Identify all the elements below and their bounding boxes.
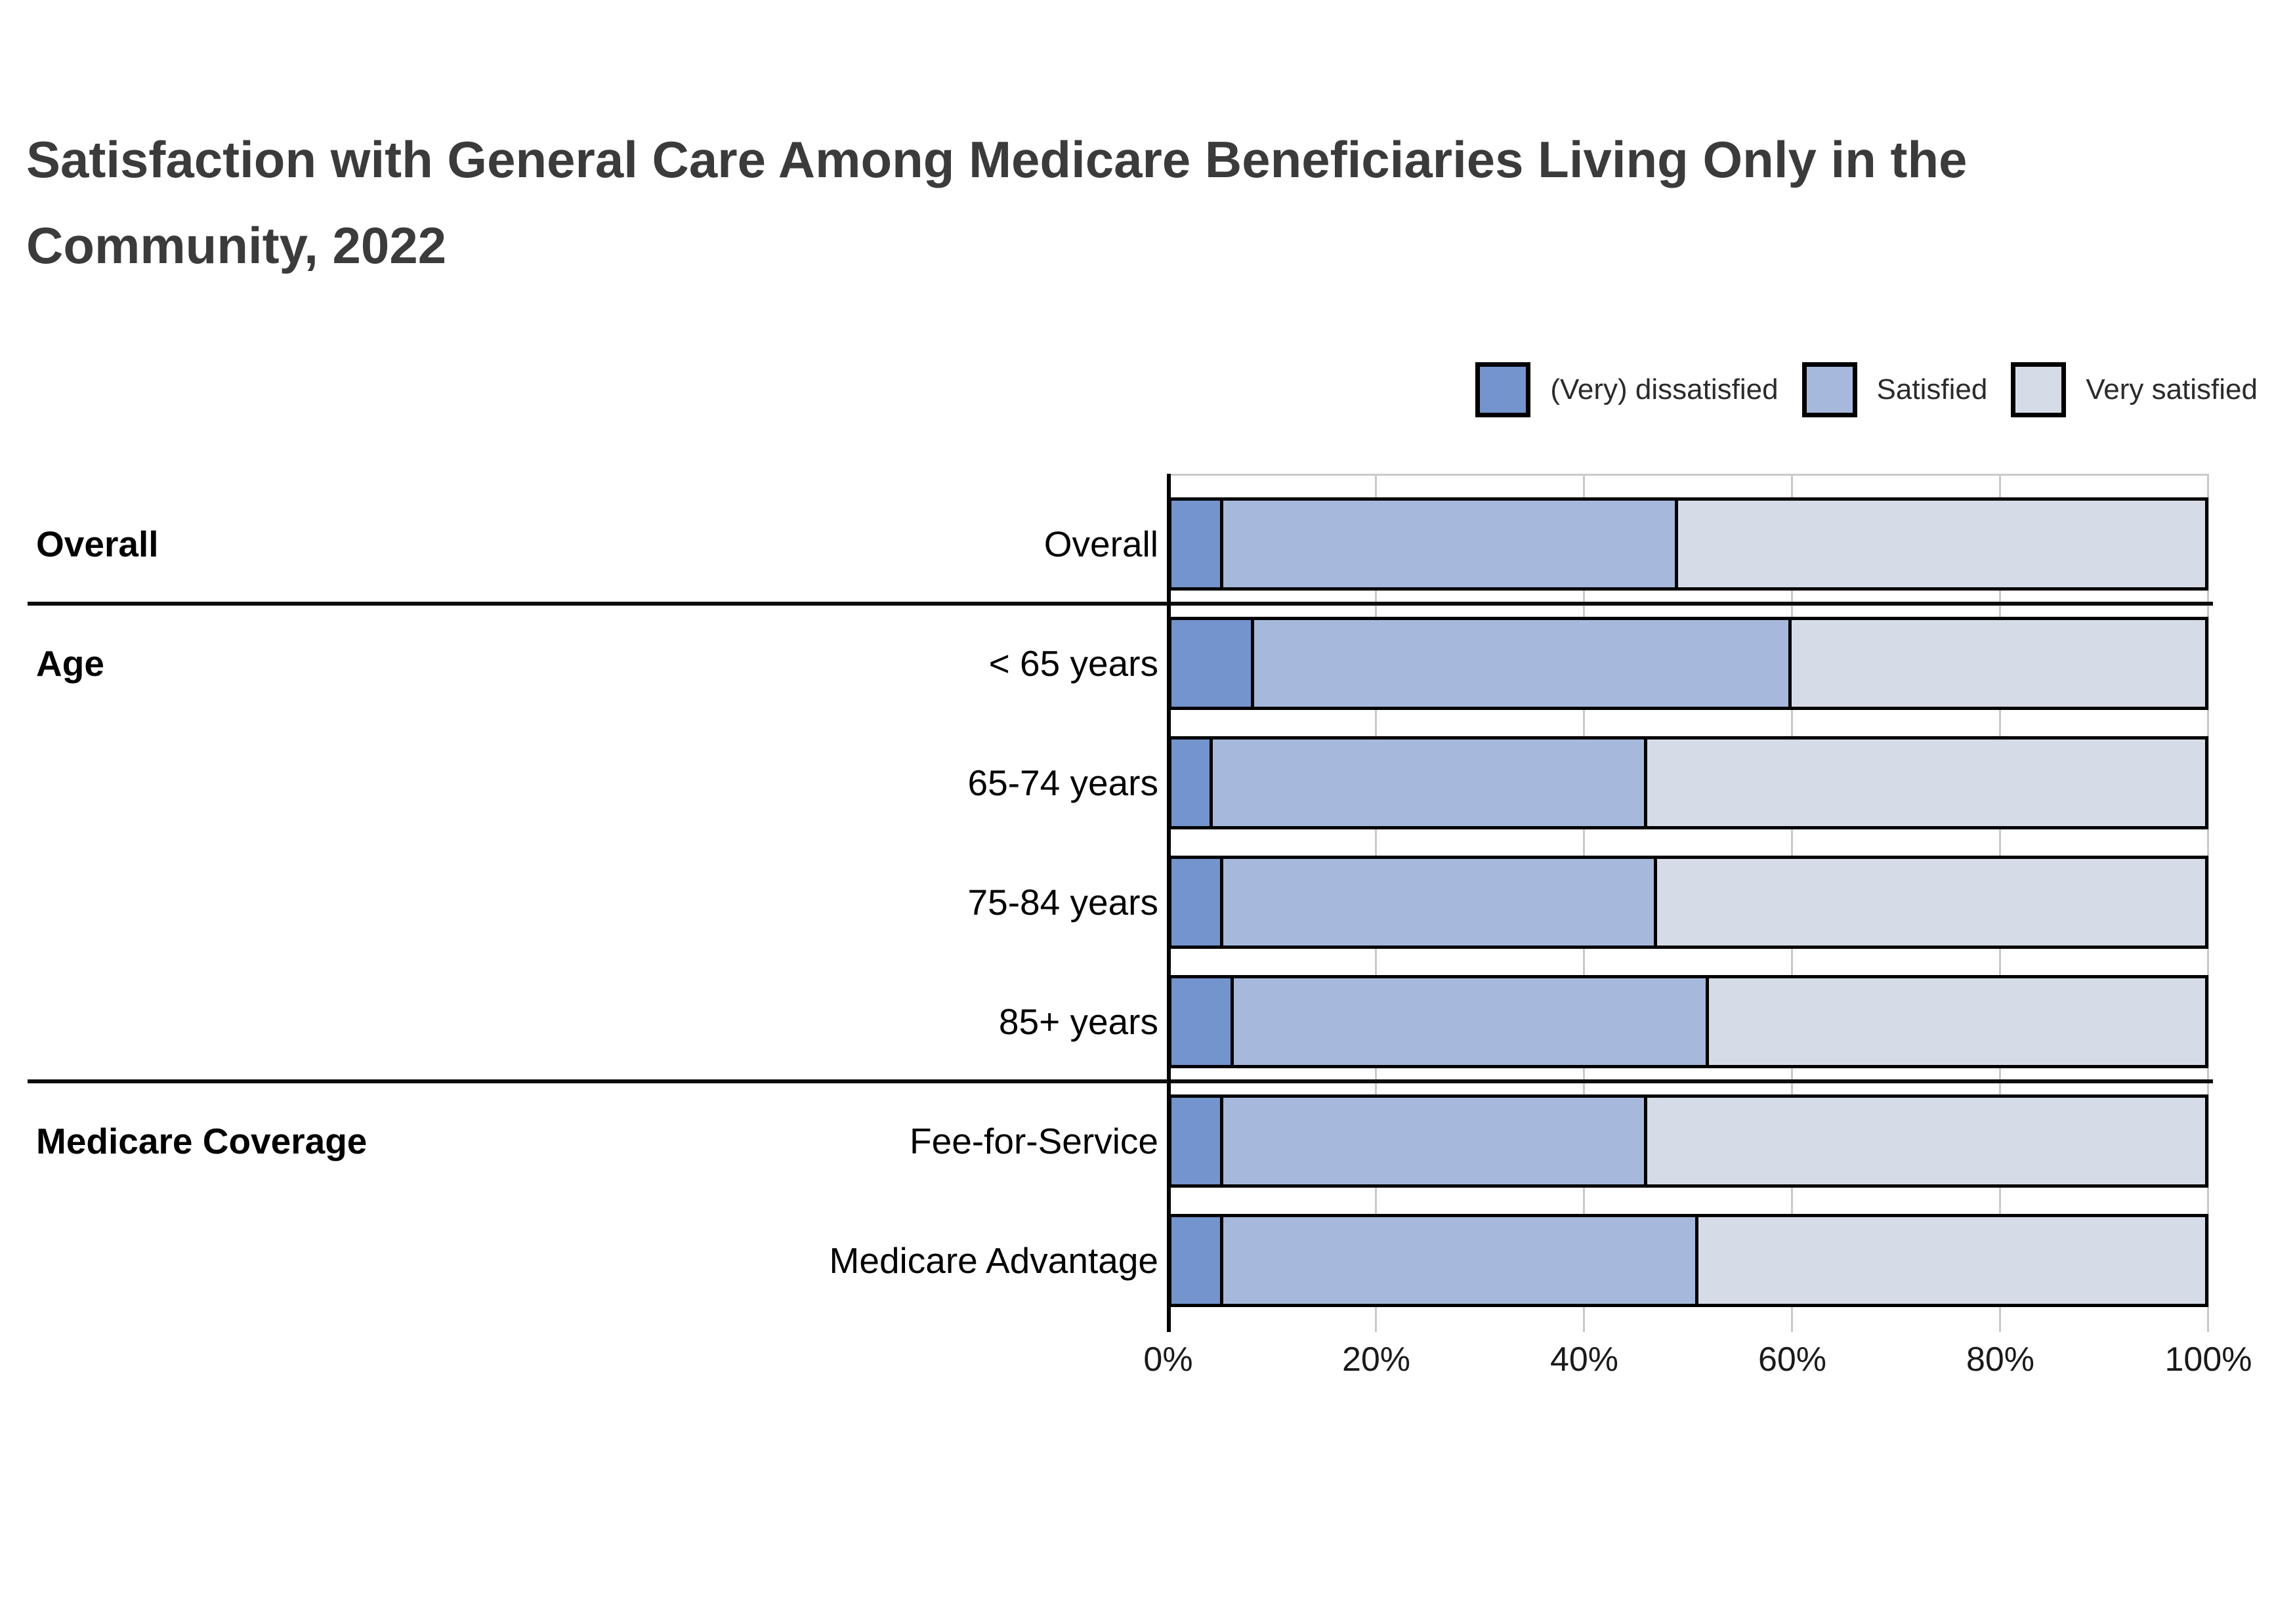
- group-label: Medicare Coverage: [36, 1121, 368, 1161]
- row-label: < 65 years: [988, 643, 1158, 684]
- group-label: Age: [36, 643, 104, 684]
- group-divider: [28, 1079, 2213, 1083]
- group-label: Overall: [36, 524, 159, 564]
- bar-segment-dissatisfied: [1171, 620, 1254, 707]
- bar-row: [1168, 736, 2208, 829]
- row-label: 75-84 years: [967, 882, 1158, 923]
- bar-row: [1168, 1094, 2208, 1188]
- x-tick-label: 80%: [1966, 1341, 2035, 1379]
- legend-swatch: [1801, 362, 1857, 417]
- legend-swatch: [2011, 362, 2067, 417]
- x-tick-label: 0%: [1143, 1341, 1193, 1379]
- bar-row: [1168, 1214, 2208, 1307]
- bar-segment-satisfied: [1223, 1217, 1699, 1304]
- bar-segment-satisfied: [1223, 501, 1678, 587]
- bar-segment-satisfied: [1233, 978, 1709, 1065]
- row-label: Overall: [1043, 524, 1158, 564]
- group-divider: [28, 602, 2213, 606]
- bar-row: [1168, 975, 2208, 1068]
- x-tick-label: 60%: [1758, 1341, 1827, 1379]
- legend-item: (Very) dissatisfied: [1475, 362, 1779, 417]
- legend: (Very) dissatisfied Satisfied Very satisfi…: [1475, 362, 2258, 417]
- chart-title: Satisfaction with General Care Among Med…: [26, 131, 1968, 275]
- bar-row: [1168, 497, 2208, 591]
- plot-top-frame: [1168, 474, 2208, 476]
- row-label: Fee-for-Service: [910, 1121, 1158, 1161]
- legend-item: Very satisfied: [2011, 362, 2258, 417]
- bar-segment-satisfied: [1223, 859, 1658, 946]
- bar-segment-dissatisfied: [1171, 501, 1223, 587]
- row-label: 65-74 years: [967, 762, 1158, 803]
- legend-label: Very satisfied: [2086, 373, 2258, 406]
- legend-item: Satisfied: [1801, 362, 1988, 417]
- x-tick-label: 20%: [1341, 1341, 1411, 1379]
- bar-segment-very-satisfied: [1709, 978, 2205, 1065]
- bar-segment-very-satisfied: [1647, 1098, 2205, 1184]
- plot-area: [1167, 474, 2209, 1332]
- bar-segment-satisfied: [1254, 620, 1792, 707]
- bar-segment-satisfied: [1213, 739, 1647, 826]
- x-tick-label: 100%: [2164, 1341, 2252, 1379]
- bar-segment-dissatisfied: [1171, 978, 1234, 1065]
- bar-segment-dissatisfied: [1171, 739, 1213, 826]
- x-tick-label: 40%: [1549, 1341, 1619, 1379]
- bar-segment-dissatisfied: [1171, 859, 1223, 946]
- legend-label: Satisfied: [1876, 373, 1988, 406]
- y-axis-line: [1167, 474, 1171, 1332]
- bar-segment-very-satisfied: [1677, 501, 2205, 587]
- bar-segment-satisfied: [1223, 1098, 1647, 1184]
- bar-segment-very-satisfied: [1792, 620, 2205, 707]
- bar-segment-very-satisfied: [1657, 859, 2205, 946]
- bar-segment-very-satisfied: [1698, 1217, 2205, 1304]
- bar-row: [1168, 617, 2208, 710]
- bar-row: [1168, 856, 2208, 949]
- bar-segment-dissatisfied: [1171, 1217, 1223, 1304]
- bar-segment-dissatisfied: [1171, 1098, 1223, 1184]
- row-label: Medicare Advantage: [829, 1240, 1158, 1281]
- legend-swatch: [1475, 362, 1531, 417]
- row-label: 85+ years: [998, 1001, 1158, 1042]
- bar-segment-very-satisfied: [1647, 739, 2205, 826]
- legend-label: (Very) dissatisfied: [1550, 373, 1779, 406]
